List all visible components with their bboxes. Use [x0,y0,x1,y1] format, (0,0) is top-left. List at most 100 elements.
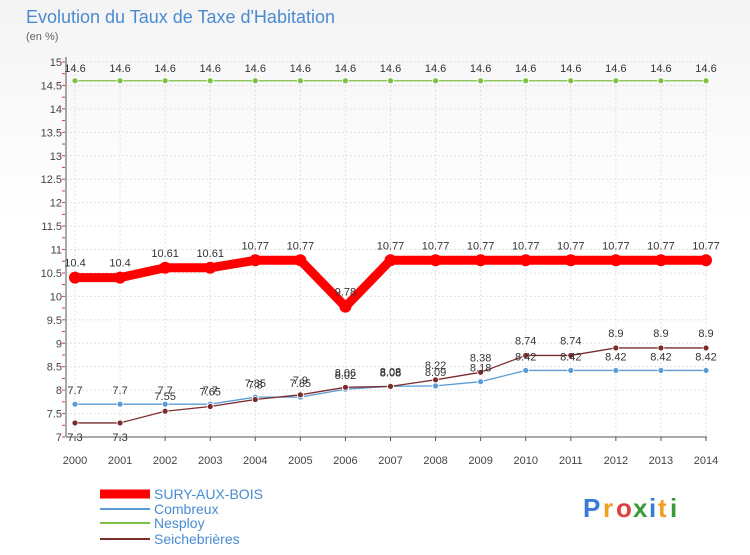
data-label: 8.02 [335,370,356,382]
data-label: 8.9 [698,328,713,340]
data-label: 14.6 [154,63,175,75]
data-point [567,77,575,85]
data-label: 8.22 [425,360,446,372]
logo-letter: P [583,493,600,523]
data-label: 10.77 [647,240,675,252]
data-point [612,367,620,374]
data-label: 7.9 [293,375,308,387]
data-label: 14.6 [470,63,491,75]
data-label: 8.09 [425,367,446,379]
data-label: 8.74 [560,335,581,347]
data-point [161,400,169,408]
data-label: 7.7 [157,385,172,397]
y-tick-label: 12 [50,198,62,210]
data-point [612,77,620,85]
x-tick-label: 2004 [243,455,267,467]
x-tick-label: 2005 [288,455,312,467]
data-point [387,77,394,85]
x-tick-label: 2011 [559,455,583,467]
data-point [251,77,259,85]
data-point [339,300,352,313]
data-point [477,77,485,85]
data-point [432,382,439,390]
x-tick-label: 2010 [513,455,537,467]
data-label: 8.08 [380,367,401,379]
data-label: 7.7 [67,385,82,397]
data-label: 10.77 [512,240,540,252]
y-tick-label: 14.5 [41,80,62,92]
data-label: 10.77 [692,240,720,252]
data-point [206,77,214,85]
y-tick-label: 9 [56,338,62,350]
legend-label: Combreux [154,501,219,517]
data-label: 14.6 [335,63,356,75]
data-point [114,271,127,284]
data-point [609,254,622,267]
data-point [204,261,217,274]
data-point [657,367,665,374]
data-point [206,403,214,410]
data-label: 10.4 [64,258,85,270]
x-tick-label: 2012 [604,455,628,467]
data-label: 14.6 [64,63,85,75]
data-label: 14.6 [695,63,716,75]
data-label: 10.77 [602,240,630,252]
x-tick-label: 2001 [108,455,132,467]
data-point [654,254,667,267]
data-label: 8.18 [470,363,491,375]
data-point [161,407,169,415]
data-point [567,352,575,359]
y-tick-label: 7 [56,432,62,444]
data-point [702,344,710,352]
y-tick-label: 13.5 [41,127,62,139]
data-point [567,367,575,374]
x-tick-label: 2003 [198,455,222,467]
series-layer [69,77,712,427]
data-point [116,419,124,427]
y-tick-label: 15 [50,57,62,69]
x-tick-label: 2007 [378,455,402,467]
y-tick-label: 8.5 [47,362,62,374]
x-tick-label: 2008 [423,455,447,467]
data-point [387,382,394,390]
legend-label: Nesploy [154,515,205,531]
data-label: 10.77 [377,240,405,252]
data-label: 8.38 [470,352,491,364]
data-point [432,77,439,85]
data-point [522,77,530,85]
data-label: 10.4 [109,258,130,270]
data-label: 9.78 [335,287,356,299]
data-label: 7.85 [245,378,266,390]
data-label: 7.65 [200,387,221,399]
y-tick-label: 8 [56,385,62,397]
data-label: 14.6 [109,63,130,75]
data-point [612,344,620,352]
data-point [477,378,485,386]
logo-letter: o [616,493,632,523]
data-label: 14.6 [290,63,311,75]
data-label: 10.77 [242,240,270,252]
logo-letter: i [649,493,656,523]
data-label: 8.42 [560,351,581,363]
data-point [249,254,262,267]
data-point [69,271,81,284]
data-label: 14.6 [650,63,671,75]
data-label: 8.42 [650,351,671,363]
data-point [384,254,397,267]
data-point [71,419,79,427]
chart-title: Evolution du Taux de Taxe d'Habitation [26,7,335,27]
logo-letter: t [658,493,667,523]
data-label: 14.6 [380,63,401,75]
legend-label: Seichebrières [154,531,240,547]
data-point [522,367,530,374]
data-point [296,391,304,399]
axes: 7 7.5 8 8.5 9 9.5 10 10.5 11 11.5 12 12.5 13 13.5 14 14… [41,57,718,467]
logo-letter: x [633,493,648,523]
data-point [702,77,710,85]
y-tick-label: 7.5 [47,409,62,421]
data-label: 8.42 [695,351,716,363]
data-point [429,254,442,267]
y-tick-label: 10.5 [41,268,62,280]
data-label: 8.9 [608,328,623,340]
